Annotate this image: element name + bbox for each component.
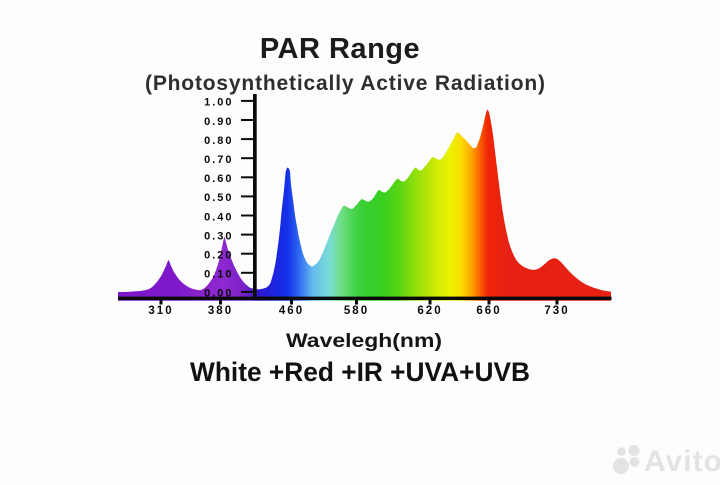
svg-text:0.40: 0.40 (204, 211, 233, 223)
svg-text:460: 460 (279, 305, 304, 317)
svg-text:580: 580 (344, 305, 369, 317)
svg-text:660: 660 (476, 305, 501, 317)
svg-text:380: 380 (208, 305, 233, 317)
svg-text:1.00: 1.00 (204, 97, 233, 109)
svg-text:White +Red +IR +UVA+UVB: White +Red +IR +UVA+UVB (190, 357, 530, 387)
svg-text:0.30: 0.30 (204, 230, 233, 242)
svg-text:PAR Range: PAR Range (260, 33, 420, 65)
svg-text:620: 620 (417, 305, 442, 317)
svg-text:0.90: 0.90 (204, 116, 233, 128)
svg-text:0.80: 0.80 (204, 135, 233, 147)
svg-text:310: 310 (148, 305, 173, 317)
svg-text:(Photosynthetically Active Rad: (Photosynthetically Active Radiation) (145, 72, 545, 95)
svg-text:Wavelegh(nm): Wavelegh(nm) (286, 331, 442, 352)
svg-text:0.70: 0.70 (204, 154, 233, 166)
svg-text:0.60: 0.60 (204, 173, 233, 185)
svg-text:Avito: Avito (644, 445, 720, 478)
svg-text:0.20: 0.20 (204, 250, 233, 262)
svg-text:0.50: 0.50 (204, 192, 233, 204)
svg-text:730: 730 (544, 305, 569, 317)
svg-text:0.10: 0.10 (204, 269, 233, 281)
